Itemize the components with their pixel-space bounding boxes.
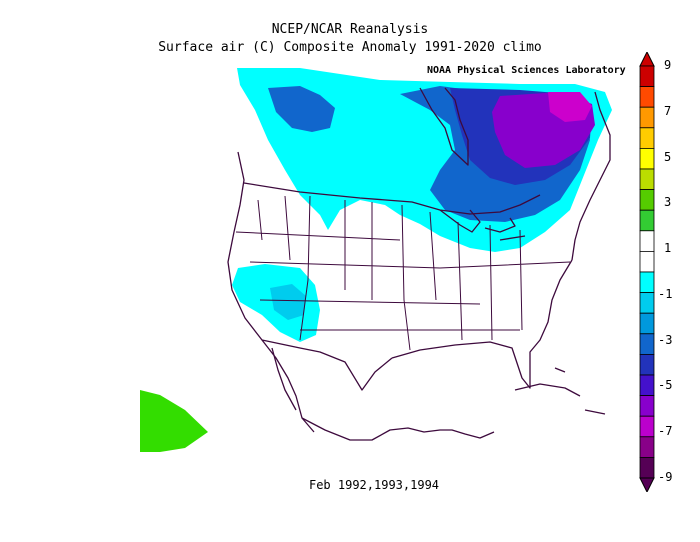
colorbar-swatch <box>639 230 655 252</box>
colorbar-swatch <box>639 436 655 458</box>
colorbar-label: 5 <box>664 149 672 164</box>
anomaly-region-magenta <box>548 92 592 122</box>
colorbar-swatch <box>639 312 655 335</box>
colorbar-swatch <box>639 189 655 211</box>
colorbar-label: -7 <box>658 424 673 439</box>
state-lines <box>235 195 571 351</box>
colorbar-arrow-bottom <box>639 477 655 492</box>
colorbar-swatch <box>639 415 655 438</box>
colorbar-swatch <box>639 374 655 397</box>
colorbar-swatch <box>639 209 655 232</box>
colorbar-label: 1 <box>664 241 672 256</box>
colorbar-swatch <box>639 250 655 273</box>
colorbar-swatch <box>639 271 655 294</box>
colorbar-swatch <box>639 168 655 191</box>
credit-text: NOAA Physical Sciences Laboratory <box>427 65 626 76</box>
anomaly-region-cyan-west-core <box>270 284 306 320</box>
coastline-caribbean <box>514 367 606 415</box>
colorbar-swatch <box>639 148 655 170</box>
anomaly-region-green-pacific <box>140 390 208 452</box>
colorbar-label: 9 <box>664 58 672 72</box>
colorbar-label: -1 <box>658 286 673 301</box>
colorbar-label: -9 <box>658 470 673 484</box>
colorbar-swatch <box>639 86 655 108</box>
colorbar-swatch <box>639 292 655 314</box>
great-lakes <box>439 209 526 241</box>
anomaly-region-blue-northwest <box>268 86 335 132</box>
colorbar-arrow-top <box>639 52 655 67</box>
border-us-mexico <box>261 339 393 391</box>
colorbar-swatch <box>639 106 655 129</box>
colorbar-swatch <box>639 456 655 479</box>
colorbar <box>639 52 655 492</box>
map-caption: Feb 1992,1993,1994 <box>308 478 440 492</box>
colorbar-swatch <box>639 65 655 88</box>
map-title: NCEP/NCAR Reanalysis <box>271 22 429 37</box>
colorbar-label: -3 <box>658 332 673 347</box>
coastline-mexico <box>301 417 495 441</box>
coastline-west <box>227 151 315 433</box>
map-subtitle: Surface air (C) Composite Anomaly 1991-2… <box>158 40 542 55</box>
colorbar-swatch <box>639 353 655 376</box>
colorbar-label: 3 <box>664 195 672 210</box>
political-borders <box>227 87 611 441</box>
colorbar-label: 7 <box>664 103 672 118</box>
coastline-gulf <box>391 259 573 389</box>
coastline-baja <box>271 347 297 411</box>
coastline-east <box>571 91 611 261</box>
colorbar-swatch <box>639 395 655 417</box>
coastline-hudson-bay <box>419 87 469 166</box>
colorbar-swatch <box>639 333 655 355</box>
anomaly-shading <box>140 68 612 452</box>
colorbar-label: -5 <box>658 378 673 393</box>
colorbar-swatch <box>639 127 655 149</box>
